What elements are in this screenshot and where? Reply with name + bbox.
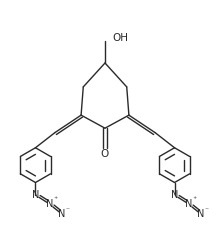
Text: ⁺: ⁺: [192, 196, 196, 204]
Text: N: N: [185, 199, 192, 209]
Text: O: O: [101, 149, 109, 159]
Text: N: N: [46, 199, 53, 209]
Text: ⁻: ⁻: [204, 205, 208, 214]
Text: N: N: [32, 190, 39, 200]
Text: N: N: [58, 209, 65, 219]
Text: N: N: [171, 190, 178, 200]
Text: N: N: [197, 209, 204, 219]
Text: OH: OH: [113, 33, 129, 43]
Text: ⁺: ⁺: [53, 196, 57, 204]
Text: ⁻: ⁻: [65, 205, 69, 214]
